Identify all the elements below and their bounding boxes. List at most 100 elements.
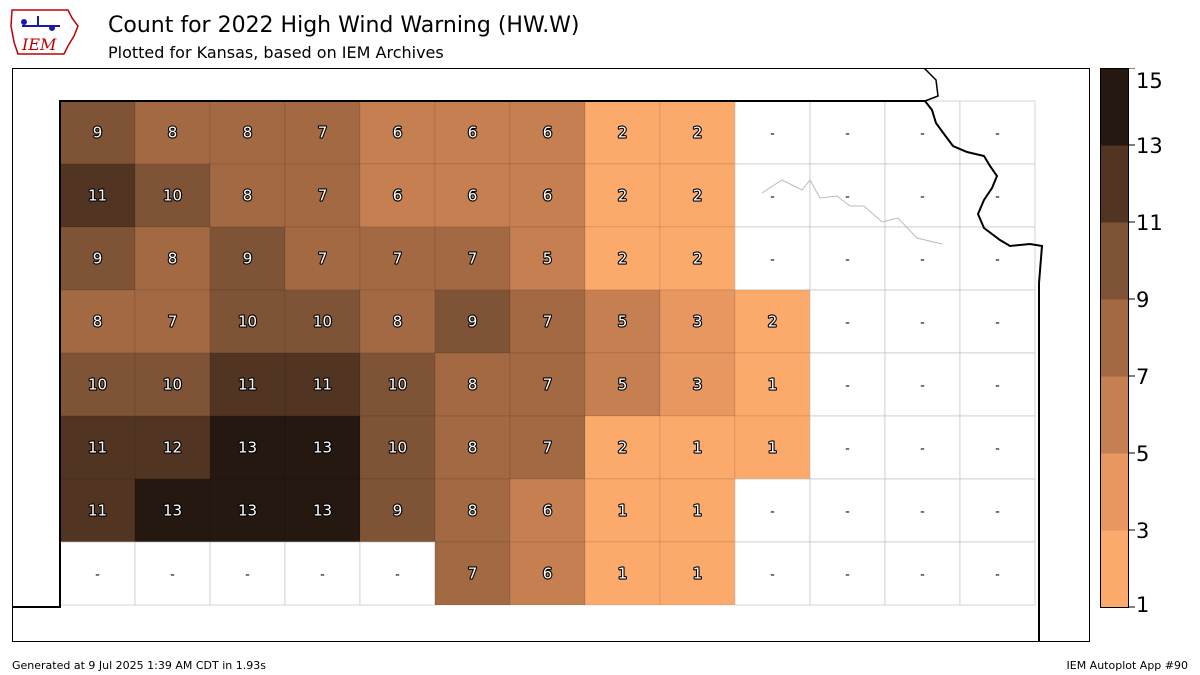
colorbar-bin bbox=[1100, 68, 1129, 146]
county-count-label: 10 bbox=[388, 376, 407, 394]
county-dash-label: - bbox=[920, 127, 925, 142]
county-cell bbox=[734, 478, 811, 543]
county-cell bbox=[809, 100, 886, 165]
county-cell bbox=[959, 163, 1036, 228]
county-cell bbox=[659, 352, 736, 417]
county-dash-label: - bbox=[770, 190, 775, 205]
county-count-label: 9 bbox=[468, 313, 478, 331]
county-cell bbox=[359, 352, 436, 417]
county-count-label: 8 bbox=[93, 313, 103, 331]
county-dash-label: - bbox=[845, 127, 850, 142]
county-cell bbox=[884, 541, 961, 606]
colorbar-tick-label: 15 bbox=[1136, 69, 1163, 93]
county-cell bbox=[809, 352, 886, 417]
county-cell bbox=[509, 415, 586, 480]
county-dash-label: - bbox=[995, 505, 1000, 520]
county-cell bbox=[134, 100, 211, 165]
county-dash-label: - bbox=[920, 190, 925, 205]
county-cell bbox=[434, 163, 511, 228]
county-count-label: 6 bbox=[543, 187, 553, 205]
county-cell bbox=[209, 289, 286, 354]
county-cell bbox=[134, 226, 211, 291]
county-cell bbox=[209, 163, 286, 228]
county-dash-label: - bbox=[770, 127, 775, 142]
county-cell bbox=[584, 100, 661, 165]
county-cell bbox=[284, 163, 361, 228]
county-count-label: 7 bbox=[318, 250, 328, 268]
county-cell bbox=[884, 352, 961, 417]
county-grid bbox=[59, 100, 1036, 606]
county-count-label: 7 bbox=[468, 250, 478, 268]
county-count-label: 9 bbox=[243, 250, 253, 268]
county-dash-label: - bbox=[770, 253, 775, 268]
county-cell bbox=[509, 226, 586, 291]
county-cell bbox=[434, 226, 511, 291]
county-cell bbox=[809, 415, 886, 480]
county-cell bbox=[59, 289, 136, 354]
page-title: Count for 2022 High Wind Warning (HW.W) bbox=[108, 13, 580, 38]
county-dash-label: - bbox=[320, 568, 325, 583]
county-cell bbox=[509, 541, 586, 606]
county-dash-label: - bbox=[920, 442, 925, 457]
county-dash-label: - bbox=[395, 568, 400, 583]
county-count-label: 2 bbox=[693, 187, 703, 205]
county-cell bbox=[359, 163, 436, 228]
iem-logo: IEM bbox=[10, 9, 79, 55]
county-labels: 9 8 8 7 6 6 6 2 2- - - -11 10 8 7 6 6 6 2 2- - - -9 8 9 7 7 7 5 2 2- - -… bbox=[87, 122, 1000, 583]
county-cell bbox=[884, 226, 961, 291]
county-cell bbox=[209, 352, 286, 417]
county-count-label: 7 bbox=[168, 313, 178, 331]
county-cell bbox=[734, 163, 811, 228]
county-count-label: 10 bbox=[163, 376, 182, 394]
county-cell bbox=[659, 415, 736, 480]
county-count-label: 1 bbox=[618, 565, 628, 583]
county-count-label: 6 bbox=[543, 565, 553, 583]
county-count-label: 10 bbox=[238, 313, 257, 331]
county-cell bbox=[134, 541, 211, 606]
county-cell bbox=[134, 352, 211, 417]
county-cell bbox=[734, 289, 811, 354]
county-count-label: 13 bbox=[163, 502, 182, 520]
county-cell bbox=[59, 415, 136, 480]
state-border bbox=[12, 100, 1044, 642]
county-cell bbox=[659, 163, 736, 228]
county-cell bbox=[434, 352, 511, 417]
county-count-label: 10 bbox=[163, 187, 182, 205]
county-count-label: 5 bbox=[618, 376, 628, 394]
county-dash-label: - bbox=[770, 568, 775, 583]
county-count-label: 13 bbox=[313, 439, 332, 457]
county-count-label: 6 bbox=[468, 187, 478, 205]
county-cell bbox=[284, 226, 361, 291]
county-cell bbox=[434, 541, 511, 606]
iowa-outline-icon bbox=[10, 9, 79, 55]
county-count-label: 8 bbox=[468, 502, 478, 520]
county-count-label: 6 bbox=[543, 502, 553, 520]
county-cell bbox=[584, 226, 661, 291]
colorbar-bin bbox=[1100, 453, 1129, 531]
county-dash-label: - bbox=[920, 379, 925, 394]
county-cell bbox=[809, 478, 886, 543]
generated-timestamp: Generated at 9 Jul 2025 1:39 AM CDT in 1… bbox=[12, 659, 266, 672]
colorbar-bin bbox=[1100, 145, 1129, 223]
county-cell bbox=[734, 352, 811, 417]
county-cell bbox=[284, 289, 361, 354]
county-count-label: 11 bbox=[88, 439, 107, 457]
county-dash-label: - bbox=[920, 316, 925, 331]
county-cell bbox=[284, 478, 361, 543]
county-cell bbox=[659, 226, 736, 291]
county-count-label: 1 bbox=[768, 376, 778, 394]
county-dash-label: - bbox=[845, 253, 850, 268]
county-cell bbox=[884, 415, 961, 480]
river-line bbox=[761, 179, 943, 245]
county-count-label: 10 bbox=[388, 439, 407, 457]
county-dash-label: - bbox=[845, 442, 850, 457]
county-count-label: 8 bbox=[243, 124, 253, 142]
county-cell bbox=[134, 163, 211, 228]
county-cell bbox=[209, 415, 286, 480]
colorbar-bin bbox=[1100, 222, 1129, 300]
county-dash-label: - bbox=[845, 379, 850, 394]
logo-text: IEM bbox=[21, 35, 57, 54]
county-count-label: 7 bbox=[543, 313, 553, 331]
county-dash-label: - bbox=[845, 505, 850, 520]
colorbar-bin bbox=[1100, 299, 1129, 377]
